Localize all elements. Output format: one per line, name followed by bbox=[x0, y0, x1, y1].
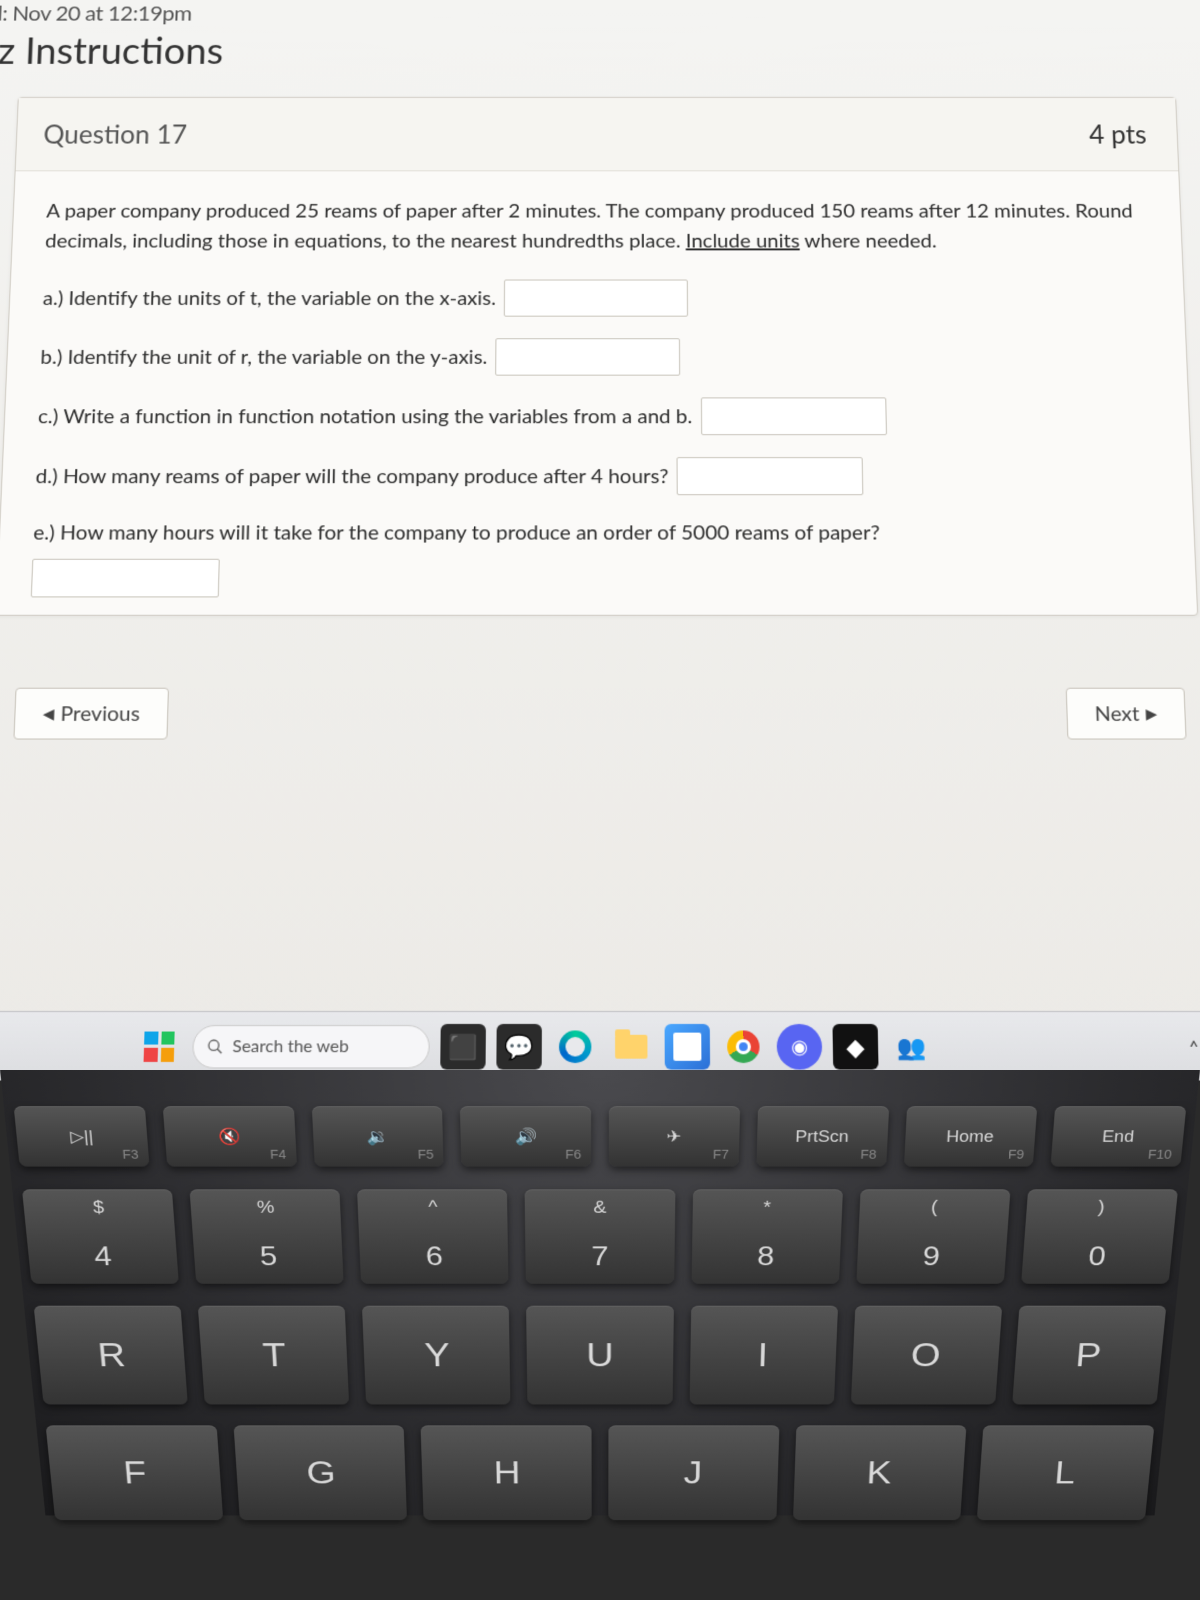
previous-button[interactable]: ◀ Previous bbox=[13, 688, 169, 740]
question-intro: A paper company produced 25 reams of pap… bbox=[45, 196, 1150, 256]
physical-keyboard: ▷||F3🔇F4🔉F5 🔊F6 ✈F7 PrtScnF8HomeF9EndF10 $4… bbox=[0, 1070, 1200, 1515]
key-H: H bbox=[421, 1425, 592, 1520]
key-P: P bbox=[1012, 1306, 1166, 1405]
key-F7: ✈F7 bbox=[609, 1106, 740, 1166]
key-F: F bbox=[46, 1425, 223, 1520]
part-d-label: d.) How many reams of paper will the com… bbox=[35, 461, 669, 492]
edge-icon[interactable] bbox=[552, 1023, 597, 1069]
key-6: ^6 bbox=[357, 1189, 509, 1283]
intro-text-2: where needed. bbox=[799, 229, 937, 252]
intro-underline: Include units bbox=[686, 229, 800, 252]
key-O: O bbox=[851, 1306, 1002, 1405]
search-placeholder: Search the web bbox=[232, 1036, 349, 1057]
chat-icon[interactable]: 💬 bbox=[496, 1023, 542, 1069]
chevron-left-icon: ◀ bbox=[43, 704, 55, 723]
question-points: 4 pts bbox=[1089, 119, 1147, 150]
previous-label: Previous bbox=[60, 701, 140, 726]
question-number: Question 17 bbox=[43, 119, 188, 150]
system-tray[interactable]: ˄ ◐ bbox=[1189, 1034, 1200, 1059]
key-J: J bbox=[608, 1425, 779, 1520]
key-I: I bbox=[689, 1306, 838, 1405]
part-a-label: a.) Identify the units of t, the variabl… bbox=[42, 283, 496, 313]
page-title: uiz Instructions bbox=[0, 29, 1200, 72]
part-b-label: b.) Identify the unit of r, the variable… bbox=[40, 342, 488, 373]
key-F10: EndF10 bbox=[1051, 1106, 1187, 1166]
part-b-input[interactable] bbox=[495, 338, 680, 375]
key-T: T bbox=[198, 1306, 349, 1405]
part-c-input[interactable] bbox=[700, 397, 886, 435]
next-button[interactable]: Next ▶ bbox=[1065, 688, 1186, 740]
taskbar-search[interactable]: Search the web bbox=[192, 1024, 430, 1067]
task-view-icon[interactable]: ⬛ bbox=[440, 1023, 486, 1069]
part-e-label: e.) How many hours will it take for the … bbox=[33, 517, 1161, 548]
chevron-right-icon: ▶ bbox=[1145, 704, 1157, 723]
start-button[interactable] bbox=[136, 1023, 183, 1069]
part-c-label: c.) Write a function in function notatio… bbox=[37, 401, 692, 432]
part-e-input[interactable] bbox=[31, 559, 220, 598]
app-icon[interactable]: ◆ bbox=[832, 1023, 878, 1069]
key-F6: 🔊F6 bbox=[460, 1106, 591, 1166]
due-date: ed: Nov 20 at 12:19pm bbox=[0, 0, 1200, 25]
store-icon[interactable] bbox=[665, 1023, 711, 1069]
key-0: )0 bbox=[1021, 1189, 1178, 1283]
key-L: L bbox=[977, 1425, 1154, 1520]
key-4: $4 bbox=[22, 1189, 179, 1283]
key-U: U bbox=[526, 1306, 673, 1405]
key-F4: 🔇F4 bbox=[162, 1106, 296, 1166]
chrome-icon[interactable] bbox=[721, 1023, 767, 1069]
teams-icon[interactable]: 👥 bbox=[888, 1023, 934, 1069]
key-F5: 🔉F5 bbox=[311, 1106, 444, 1166]
key-K: K bbox=[793, 1425, 967, 1520]
intro-text-1: A paper company produced 25 reams of pap… bbox=[45, 199, 1133, 252]
part-a-input[interactable] bbox=[504, 280, 688, 317]
key-7: &7 bbox=[525, 1189, 675, 1283]
key-9: (9 bbox=[856, 1189, 1010, 1283]
windows-icon bbox=[144, 1031, 175, 1061]
next-label: Next bbox=[1094, 701, 1140, 726]
key-5: %5 bbox=[190, 1189, 344, 1283]
search-icon bbox=[206, 1038, 224, 1055]
key-R: R bbox=[34, 1306, 188, 1405]
part-d-input[interactable] bbox=[677, 457, 864, 495]
key-F3: ▷||F3 bbox=[14, 1106, 150, 1166]
tray-chevron-icon[interactable]: ˄ bbox=[1189, 1034, 1199, 1058]
key-Y: Y bbox=[362, 1306, 511, 1405]
file-explorer-icon[interactable] bbox=[609, 1023, 654, 1069]
question-card: Question 17 4 pts A paper company produc… bbox=[0, 97, 1198, 616]
key-8: *8 bbox=[691, 1189, 843, 1283]
key-G: G bbox=[233, 1425, 407, 1520]
key-F9: HomeF9 bbox=[903, 1106, 1037, 1166]
key-F8: PrtScnF8 bbox=[756, 1106, 889, 1166]
discord-icon[interactable]: ◉ bbox=[776, 1023, 822, 1069]
